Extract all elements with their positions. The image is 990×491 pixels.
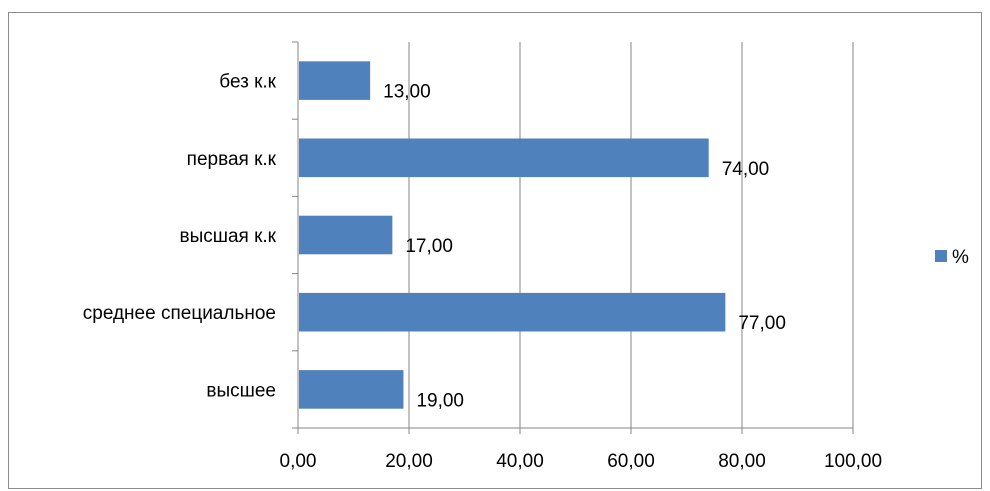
x-tick-label: 60,00 [607,451,655,472]
category-label: высшее [206,380,276,401]
data-label: 74,00 [722,159,770,180]
x-tick-label: 0,00 [280,451,317,472]
data-label: 13,00 [383,82,431,103]
data-label: 77,00 [738,313,786,334]
bar [299,61,371,100]
category-label: высшая к.к [179,226,276,247]
x-tick-label: 40,00 [496,451,544,472]
category-label: без к.к [219,72,276,93]
legend-swatch [935,250,947,262]
x-tick-label: 20,00 [385,451,433,472]
bar [299,370,404,409]
x-tick-label: 80,00 [718,451,766,472]
x-tick-label: 100,00 [824,451,882,472]
data-label: 19,00 [416,390,464,411]
bar [299,138,709,178]
legend-label: % [952,247,969,268]
bar [299,292,726,332]
bar [299,215,393,255]
chart-frame [8,12,982,489]
category-label: среднее специальное [83,303,276,324]
category-label: первая к.к [187,149,277,170]
data-label: 17,00 [405,236,453,257]
